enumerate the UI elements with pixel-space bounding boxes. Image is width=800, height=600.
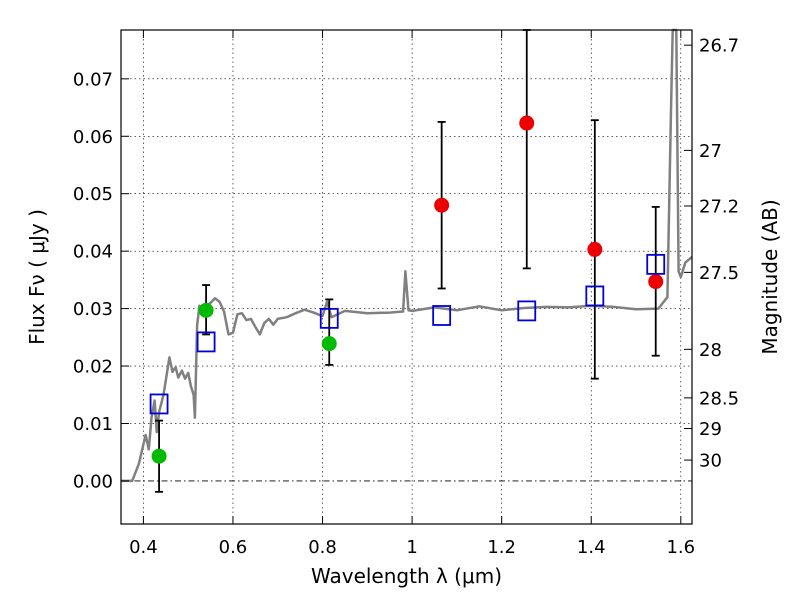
x-tick-label: 0.4	[129, 537, 158, 558]
right-tick-label: 27.2	[699, 196, 739, 217]
data-point	[648, 274, 664, 290]
right-tick-label: 28.5	[699, 388, 739, 409]
data-point	[198, 302, 214, 318]
right-tick-label: 26.7	[699, 36, 739, 57]
data-marks	[149, 29, 666, 493]
x-tick-label: 1.4	[577, 537, 606, 558]
right-axis-label: Magnitude (AB)	[758, 199, 782, 354]
data-point	[519, 115, 535, 131]
right-tick-label: 28	[699, 340, 722, 361]
y-tick-label: 0.07	[73, 69, 113, 90]
grid-lines	[121, 30, 692, 524]
model-point	[585, 285, 605, 307]
model-point	[517, 300, 537, 322]
y-tick-label: 0.06	[73, 127, 113, 148]
x-tick-label: 0.6	[219, 537, 248, 558]
right-tick-label: 27	[699, 141, 722, 162]
model-point	[432, 305, 452, 326]
right-tick-label: 29	[699, 419, 722, 440]
y-tick-label: 0.03	[73, 299, 113, 320]
y-tick-label: 0.01	[73, 414, 113, 435]
x-tick-label: 0.8	[308, 537, 337, 558]
x-tick-label: 1.2	[487, 537, 516, 558]
template-sed-line	[121, 28, 693, 483]
y-tick-label: 0.00	[73, 471, 113, 492]
right-tick-label: 27.5	[699, 263, 739, 284]
axis-ticks: 0.4 0.6 0.8 1 1.2 1.4 1.6 0.00 0.01 0.02 0.03 0.04 0…	[73, 30, 739, 558]
x-tick-label: 1	[406, 537, 417, 558]
data-point	[151, 448, 167, 464]
y-tick-label: 0.05	[73, 184, 113, 205]
plot-frame	[120, 29, 693, 525]
y-axis-label: Flux Fν ( μJy )	[25, 209, 49, 345]
data-point	[587, 241, 603, 257]
model-point	[319, 307, 339, 329]
data-point	[321, 336, 337, 352]
x-tick-label: 1.6	[666, 537, 695, 558]
model-point	[149, 393, 169, 415]
right-tick-label: 30	[699, 451, 722, 472]
y-tick-label: 0.04	[73, 242, 113, 263]
y-tick-label: 0.02	[73, 357, 113, 378]
model-point	[646, 253, 666, 275]
data-point	[434, 197, 450, 213]
x-axis-label: Wavelength λ (μm)	[311, 564, 502, 588]
model-point	[196, 331, 216, 353]
